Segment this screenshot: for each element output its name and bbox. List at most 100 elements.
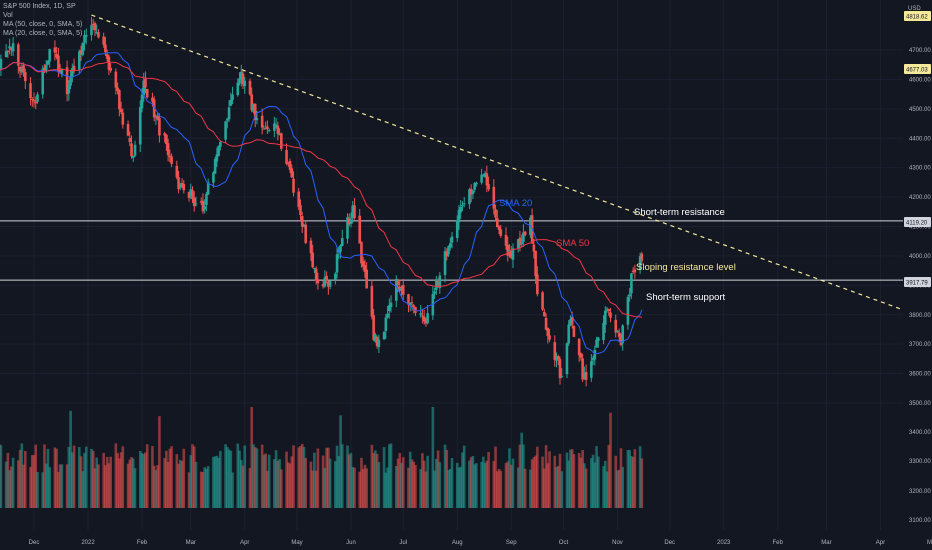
volume-bar [20,443,24,508]
candle-body [565,343,569,375]
volume-bar [163,457,166,508]
volume-bar [77,447,81,508]
candle-body [340,237,344,246]
volume-bar [199,471,203,508]
volume-bar [609,412,612,508]
candle-body [374,334,377,342]
volume-bar [386,467,389,508]
candle-body [494,209,497,218]
price-tag-label: 4818.62 [906,15,928,21]
sma-50-line [0,61,642,318]
volume-bar [24,451,27,508]
volume-bar [469,457,473,508]
volume-bar [422,460,426,508]
candle-body [475,182,478,185]
volume-bar [84,446,88,508]
volume-bar [224,444,227,508]
candle-body [165,134,168,144]
candle-body [192,197,196,207]
candle-body [445,251,449,257]
candle-body [58,69,62,73]
short-term-support-label: Short-term support [646,292,726,303]
candle-body [273,123,276,131]
candle-body [118,89,121,110]
candle-body [396,281,400,286]
candle-body [487,184,490,190]
volume-tick-label: 3400.00 [909,430,931,436]
candle-body [36,94,39,102]
price-tick-label: 4700.00 [909,48,931,54]
volume-bar [640,458,644,508]
candle-body [93,23,97,31]
candle-body [541,292,544,310]
candle-body [499,229,503,236]
volume-bar [273,459,276,508]
volume-bar [4,461,8,508]
volume-bar [421,453,424,508]
candle-body [128,138,132,142]
price-tick-label: 3500.00 [909,401,931,407]
candle-body [302,224,306,226]
volume-bar [226,447,229,508]
candle-body [424,319,428,324]
volume-bar [255,448,259,508]
candle-body [226,118,229,121]
candle-body [473,183,476,190]
volume-bar [321,455,325,508]
candle-body [212,172,215,183]
candle-body [10,47,13,51]
candle-body [314,268,318,281]
volume-bar [29,466,32,508]
time-tick-label: Dec [664,540,675,546]
volume-bar [579,457,583,508]
volume-bar [65,464,69,508]
volume-bar [151,446,154,508]
volume-bar [518,444,522,508]
candle-body [151,97,154,102]
volume-bar [231,472,234,508]
volume-bar [591,454,595,508]
candle-body [365,269,368,289]
time-tick-label: Feb [137,540,148,546]
volume-bar [616,470,619,508]
volume-bar [358,471,361,508]
candle-body [227,107,231,120]
candle-body [109,67,112,71]
candle-body [313,267,316,270]
volume-bar [32,455,36,508]
volume-bar [69,410,72,508]
sloping-resistance-label: Sloping resistance level [636,262,736,273]
candle-body [44,64,48,72]
volume-bar [374,450,377,508]
volume-bar [372,453,375,508]
price-tick-label: 3600.00 [909,372,931,378]
candle-body [457,209,461,223]
volume-bar [325,447,328,508]
price-tick-label: 4300.00 [909,166,931,172]
volume-bar [44,463,48,508]
volume-bar [260,444,264,508]
volume-bar [473,464,476,508]
volume-bar [461,452,464,508]
time-tick-label: 2022 [81,540,95,546]
time-tick-label: Dec [29,540,40,546]
volume-bar [628,450,631,508]
candle-body [43,67,46,70]
price-tick-label: 4500.00 [909,107,931,113]
volume-bar [448,468,452,508]
time-tick-label: Nov [612,540,623,546]
time-tick-label: Jun [346,540,356,546]
volume-bar [156,465,159,508]
volume-bar [166,461,170,508]
candle-body [297,191,301,208]
candle-body [121,112,125,125]
candle-body [335,254,339,273]
volume-tick-label: 3300.00 [909,459,931,465]
candle-body [553,342,557,360]
candle-body [605,308,609,310]
volume-bar [353,467,356,508]
volume-bar [619,448,623,508]
volume-bar [597,456,600,508]
candle-body [126,123,130,136]
